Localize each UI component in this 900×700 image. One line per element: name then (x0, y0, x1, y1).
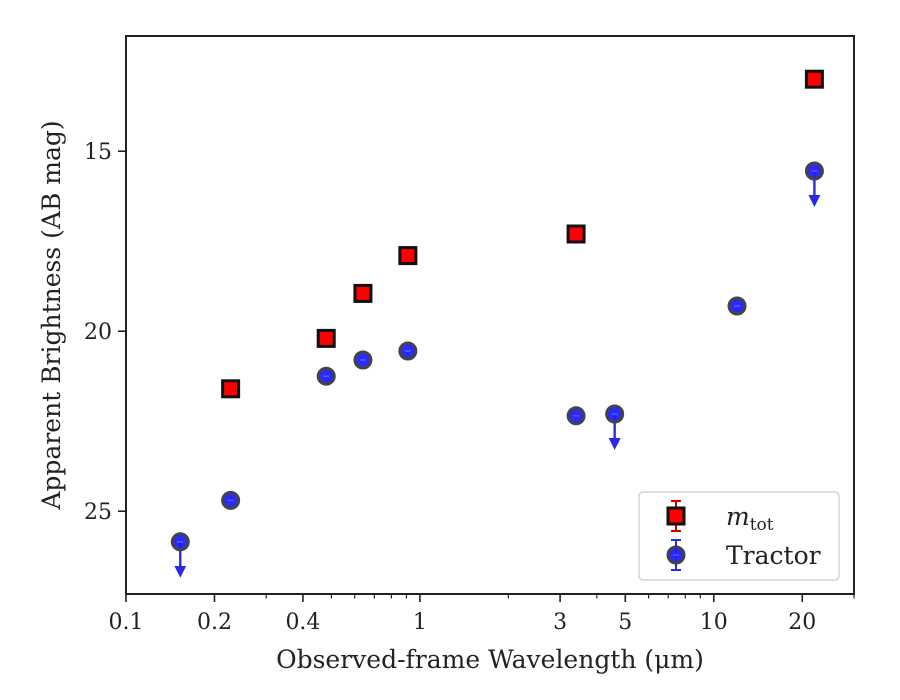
y-tick-label: 20 (84, 320, 112, 345)
data-marks (170, 69, 824, 578)
mtot-point (353, 283, 373, 303)
x-tick-label: 1 (413, 610, 427, 635)
x-tick-label: 0.2 (197, 610, 232, 635)
tractor-point (605, 404, 625, 424)
y-axis-label: Apparent Brightness (AB mag) (37, 120, 66, 510)
legend-mtot-marker (666, 506, 686, 526)
tractor-point (170, 532, 190, 552)
plot-frame (125, 35, 855, 595)
tractor-point (804, 161, 824, 181)
x-tick-label: 10 (700, 610, 728, 635)
x-axis-label: Observed-frame Wavelength (μm) (276, 645, 704, 674)
y-tick-label: 25 (84, 500, 112, 525)
axis-ticks: 0.1 0.2 0.4 1 3 5 10 20 15 20 25 (84, 140, 855, 635)
legend: mtot Tractor (638, 491, 840, 581)
legend-label-subscript: tot (750, 515, 774, 535)
legend-box (638, 491, 840, 581)
tractor-point (566, 406, 586, 426)
x-tick-label: 20 (788, 610, 816, 635)
mtot-point (566, 224, 586, 244)
y-tick-label: 15 (84, 140, 112, 165)
x-tick-label: 3 (553, 610, 567, 635)
tractor-point (353, 350, 373, 370)
tractor-point (727, 296, 747, 316)
x-tick-label: 0.1 (109, 610, 144, 635)
tractor-point (316, 366, 336, 386)
mtot-point (316, 328, 336, 348)
tractor-point (398, 341, 418, 361)
legend-tractor-marker (666, 545, 686, 565)
mtot-point (221, 379, 241, 399)
legend-label-main: m (726, 502, 750, 531)
x-tick-label: 0.4 (285, 610, 320, 635)
mtot-point (398, 246, 418, 266)
mtot-point (804, 69, 824, 89)
legend-label-mtot: mtot (726, 502, 774, 535)
legend-label-tractor: Tractor (726, 541, 821, 570)
tractor-point (221, 490, 241, 510)
x-tick-label: 5 (618, 610, 632, 635)
